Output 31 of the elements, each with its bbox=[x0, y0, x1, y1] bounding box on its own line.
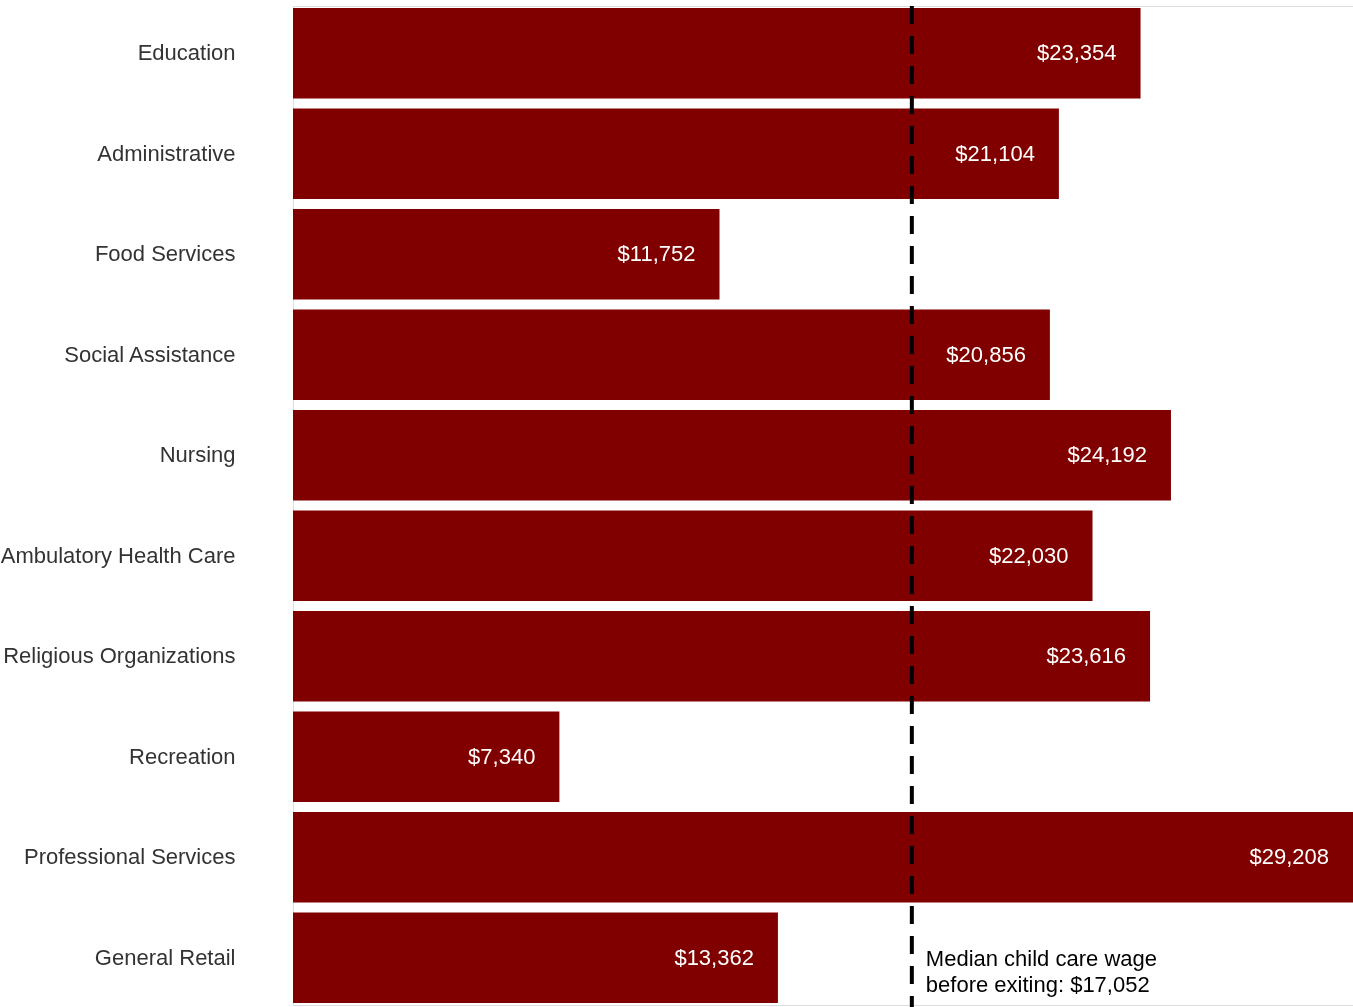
y-tick-label: Ambulatory Health Care bbox=[0, 542, 236, 568]
y-tick-label: Administrative bbox=[97, 140, 236, 166]
data-label: $20,856 bbox=[946, 341, 1026, 367]
data-label: $13,362 bbox=[674, 944, 754, 970]
y-tick-label: Nursing bbox=[159, 442, 236, 468]
y-tick-label: Social Assistance bbox=[64, 341, 236, 367]
y-tick-label: Food Services bbox=[94, 241, 236, 267]
y-tick-label: Education bbox=[137, 40, 236, 66]
bar bbox=[293, 309, 1050, 400]
bar bbox=[293, 711, 560, 802]
y-tick-label: Recreation bbox=[129, 743, 236, 769]
ref-line-label: Median child care wage before exiting: $17,052 bbox=[925, 946, 1157, 997]
bar bbox=[293, 108, 1059, 199]
bar bbox=[293, 812, 1353, 903]
y-tick-label: Religious Organizations bbox=[3, 643, 236, 669]
bar bbox=[293, 209, 720, 300]
bar bbox=[293, 510, 1093, 601]
bar bbox=[293, 410, 1171, 501]
data-label: $23,616 bbox=[1046, 643, 1127, 669]
data-label: $24,192 bbox=[1067, 442, 1147, 468]
data-label: $7,340 bbox=[468, 743, 536, 769]
data-label: $23,354 bbox=[1037, 40, 1117, 66]
data-label: $22,030 bbox=[988, 542, 1069, 568]
data-label: $29,208 bbox=[1249, 844, 1329, 870]
bar bbox=[293, 8, 1141, 99]
y-tick-label: General Retail bbox=[94, 944, 236, 970]
data-label: $11,752 bbox=[617, 241, 696, 267]
data-label: $21,104 bbox=[955, 140, 1035, 166]
bar bbox=[293, 912, 778, 1003]
bar bbox=[293, 611, 1151, 702]
y-tick-label: Professional Services bbox=[23, 844, 236, 870]
